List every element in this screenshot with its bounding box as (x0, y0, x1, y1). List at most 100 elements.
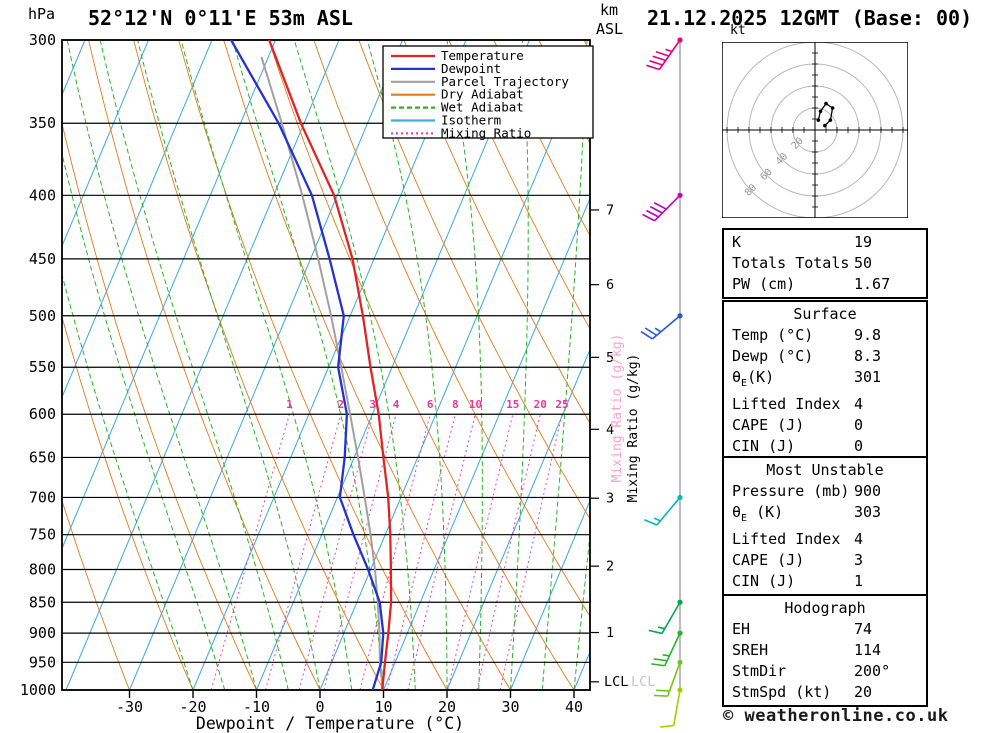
table-row: CIN (J) 0 (724, 436, 926, 457)
row-value: 74 (854, 620, 873, 638)
row-value: 0 (854, 416, 864, 434)
svg-text:Dry Adiabat: Dry Adiabat (441, 87, 524, 102)
svg-text:550: 550 (29, 358, 56, 376)
svg-text:5: 5 (606, 350, 614, 366)
svg-text:2: 2 (606, 559, 614, 575)
wind-barb (646, 37, 683, 71)
lcl-label: LCL (604, 674, 628, 690)
table-row: Pressure (mb) 900 (724, 481, 926, 502)
svg-text:500: 500 (29, 307, 56, 325)
row-value: 3 (854, 551, 864, 569)
row-value: 1 (854, 572, 864, 590)
row-value: 200° (854, 662, 891, 680)
mixing-ratio-value-labels: 1 2 3 4 6 8 10 15 20 25 (286, 398, 569, 411)
row-value: 8.3 (854, 347, 882, 365)
isotherm-lines (62, 40, 590, 690)
table-row: θE (K) 303 (724, 502, 926, 529)
altitude-unit-km-label: km (600, 1, 619, 19)
svg-text:4: 4 (393, 398, 400, 411)
table-row: StmDir 200° (724, 661, 926, 682)
table-row: CAPE (J) 3 (724, 550, 926, 571)
row-label: StmSpd (kt) (732, 683, 832, 701)
row-value: 4 (854, 395, 864, 413)
row-label: Pressure (mb) (732, 482, 850, 500)
row-label: θE (K) (732, 503, 784, 524)
svg-text:1000: 1000 (20, 681, 56, 699)
table-row: Dewp (°C) 8.3 (724, 346, 926, 367)
row-label: Lifted Index (732, 530, 841, 548)
table-row: SREH 114 (724, 640, 926, 661)
row-label: θE(K) (732, 368, 775, 389)
svg-text:Dewpoint: Dewpoint (441, 61, 501, 76)
svg-text:350: 350 (29, 114, 56, 132)
wind-barb-column (640, 37, 683, 728)
svg-text:8: 8 (452, 398, 459, 411)
svg-text:950: 950 (29, 653, 56, 671)
table-row: θE(K) 301 (724, 367, 926, 394)
table-row: EH 74 (724, 619, 926, 640)
svg-text:750: 750 (29, 526, 56, 544)
svg-text:1: 1 (286, 398, 293, 411)
wind-barb (642, 192, 683, 222)
hodograph-unit-label: kt (730, 23, 746, 38)
svg-text:Isotherm: Isotherm (441, 113, 501, 128)
table-header: Hodograph (784, 599, 866, 617)
wind-barb (660, 687, 683, 728)
x-axis-label: Dewpoint / Temperature (°C) (196, 714, 464, 733)
svg-text:2: 2 (338, 398, 345, 411)
svg-text:600: 600 (29, 405, 56, 423)
svg-text:-10: -10 (243, 698, 270, 716)
svg-text:20: 20 (438, 698, 456, 716)
table-row: Lifted Index 4 (724, 529, 926, 550)
row-label: CIN (J) (732, 572, 796, 590)
svg-text:7: 7 (606, 202, 614, 218)
table-row: PW (cm) 1.67 (724, 274, 926, 295)
svg-text:6: 6 (606, 277, 614, 293)
altitude-unit-asl-label: ASL (596, 20, 624, 38)
wind-barb (640, 313, 683, 340)
svg-text:20: 20 (534, 398, 547, 411)
table-row: CAPE (J) 0 (724, 415, 926, 436)
svg-text:0: 0 (315, 698, 324, 716)
svg-text:15: 15 (506, 398, 519, 411)
table-row: Temp (°C) 9.8 (724, 325, 926, 346)
pressure-unit-label: hPa (28, 5, 56, 23)
svg-text:900: 900 (29, 624, 56, 642)
row-value: 50 (854, 254, 873, 272)
table-header: Surface (793, 305, 857, 323)
row-value: 301 (854, 368, 882, 386)
svg-text:3: 3 (369, 398, 376, 411)
run-datetime-title: 21.12.2025 12GMT (Base: 00) (647, 6, 973, 30)
plot-border (61, 39, 591, 691)
wind-barb (651, 630, 683, 667)
info-table-surface: Surface Temp (°C) 9.8 Dewp (°C) 8.3 θE(K) 301 L… (722, 300, 928, 461)
info-table-most-unstable: Most Unstable Pressure (mb) 900 θE (K) 303 Li… (722, 456, 928, 596)
table-row: CIN (J) 1 (724, 571, 926, 592)
row-label: Totals Totals (732, 254, 850, 272)
table-header: Most Unstable (766, 461, 884, 479)
curve-dewpoint (229, 40, 385, 690)
row-label: CAPE (J) (732, 416, 805, 434)
svg-text:-30: -30 (116, 698, 143, 716)
table-row: Lifted Index 4 (724, 394, 926, 415)
row-label: SREH (732, 641, 769, 659)
svg-text:6: 6 (427, 398, 434, 411)
wind-barb (648, 599, 683, 635)
row-label: PW (cm) (732, 275, 796, 293)
table-row: StmSpd (kt) 20 (724, 682, 926, 703)
row-value: 9.8 (854, 326, 882, 344)
info-table-indices: K 19 Totals Totals 50 PW (cm) 1.67 (722, 228, 928, 299)
row-value: 303 (854, 503, 882, 521)
row-value: 900 (854, 482, 882, 500)
mixing-axis-label-pink: Mixing Ratio (g/kg) (610, 334, 625, 483)
row-value: 19 (854, 233, 873, 251)
mixing-axis-label: Mixing Ratio (g/kg) (626, 354, 641, 503)
table-row: Totals Totals 50 (724, 253, 926, 274)
svg-text:40: 40 (565, 698, 583, 716)
svg-text:Parcel Trajectory: Parcel Trajectory (441, 74, 569, 89)
row-value: 4 (854, 530, 864, 548)
svg-text:3: 3 (606, 491, 614, 507)
copyright: © weatheronline.co.uk (723, 706, 949, 726)
